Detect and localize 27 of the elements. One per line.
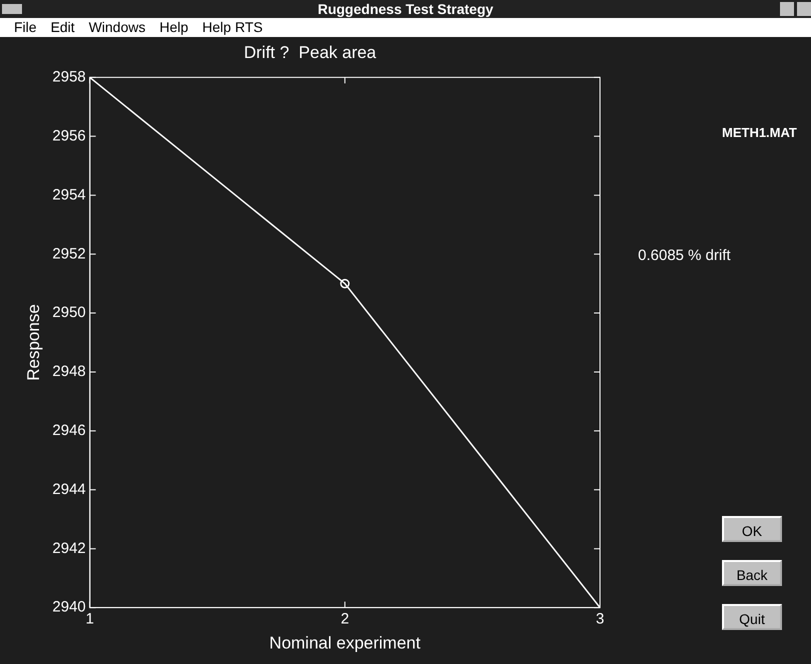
x-tick-label: 3 bbox=[596, 610, 604, 628]
chart-title: Drift ? Peak area bbox=[244, 42, 377, 62]
y-tick-label: 2946 bbox=[52, 422, 86, 440]
x-tick-label: 1 bbox=[86, 610, 94, 628]
y-tick-label: 2956 bbox=[52, 127, 86, 144]
x-axis-title: Nominal experiment bbox=[269, 633, 421, 652]
text: Help RTS bbox=[202, 19, 263, 35]
text: Quit bbox=[722, 604, 782, 630]
text: 0.6085 % drift bbox=[638, 247, 731, 264]
y-tick-label: 2940 bbox=[52, 598, 86, 616]
text: Edit bbox=[50, 19, 75, 35]
text: Ruggedness Test Strategy bbox=[0, 0, 811, 18]
x-tick-label: 2 bbox=[340, 610, 350, 628]
y-tick-label: 2958 bbox=[52, 68, 86, 86]
y-tick-label: 2942 bbox=[52, 540, 86, 557]
y-tick-label: 2950 bbox=[52, 304, 86, 322]
text: File bbox=[14, 19, 37, 35]
y-tick-label: 2954 bbox=[52, 186, 86, 204]
text: METH1.MAT bbox=[722, 125, 797, 140]
text: Back bbox=[722, 560, 782, 586]
text: Windows bbox=[88, 19, 146, 35]
text: OK bbox=[722, 516, 782, 542]
y-tick-label: 2944 bbox=[52, 480, 86, 498]
y-tick-label: 2952 bbox=[52, 245, 86, 262]
y-tick-label: 2948 bbox=[52, 363, 86, 380]
y-axis-title: Response bbox=[24, 304, 43, 381]
text: Help bbox=[159, 19, 188, 35]
